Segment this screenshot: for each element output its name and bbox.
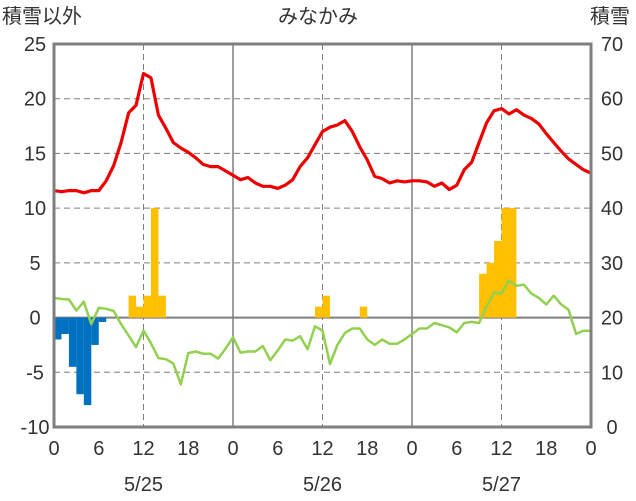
series-2-bar <box>61 317 69 334</box>
y-left-tick-label: 0 <box>29 308 40 330</box>
series-1-bar <box>494 240 502 318</box>
series-3-line <box>52 279 593 386</box>
date-label: 5/25 <box>124 474 163 496</box>
date-label: 5/27 <box>482 474 521 496</box>
y-right-tick-label: 20 <box>601 308 623 330</box>
x-tick-label: 12 <box>490 438 512 460</box>
series-2-bar <box>98 317 107 322</box>
x-tick-label: 6 <box>451 438 462 460</box>
bars-layer <box>54 208 517 406</box>
y-left-tick-label: -10 <box>21 417 50 439</box>
series-1-bar <box>359 306 368 318</box>
x-tick-label: 12 <box>132 438 154 460</box>
series-1-bar <box>150 208 159 318</box>
y-right-tick-label: 70 <box>601 34 623 56</box>
y-left-tick-label: 10 <box>24 198 46 220</box>
series-2-bar <box>83 317 92 406</box>
series-1-bar <box>486 262 495 318</box>
series-1-bar <box>501 208 509 318</box>
y-right-tick-label: 10 <box>601 362 623 384</box>
series-1-bar <box>136 306 144 318</box>
y-right-tick-label: 50 <box>601 143 623 165</box>
x-tick-label: 0 <box>585 438 596 460</box>
series-1-bar <box>508 208 517 318</box>
lines-layer <box>52 71 593 386</box>
y-right-tick-label: 0 <box>606 417 617 439</box>
y-left-tick-label: -5 <box>26 362 44 384</box>
series-2-bar <box>54 317 62 340</box>
y-left-tick-label: 20 <box>24 89 46 111</box>
series-2-bar <box>68 317 77 367</box>
x-tick-label: 18 <box>535 438 557 460</box>
series-2-bar <box>76 317 84 395</box>
series-2-bar <box>91 317 99 345</box>
x-tick-label: 6 <box>93 438 104 460</box>
y-left-tick-label: 5 <box>29 253 40 275</box>
x-tick-label: 6 <box>272 438 283 460</box>
x-tick-label: 12 <box>311 438 333 460</box>
y-right-tick-label: 60 <box>601 89 623 111</box>
date-label: 5/26 <box>303 474 342 496</box>
y-left-tick-label: 25 <box>24 34 46 56</box>
x-tick-label: 18 <box>177 438 199 460</box>
series-1-bar <box>479 273 487 318</box>
series-1-bar <box>143 295 151 318</box>
series-1-bar <box>128 295 137 318</box>
series-1-bar <box>158 295 166 318</box>
x-tick-label: 18 <box>356 438 378 460</box>
series-1-bar <box>315 306 323 318</box>
series-1-bar <box>322 295 330 318</box>
x-tick-label: 0 <box>406 438 417 460</box>
chart-title: みなかみ <box>278 6 358 28</box>
x-tick-label: 0 <box>48 438 59 460</box>
plot-frame <box>52 42 593 429</box>
x-tick-label: 0 <box>227 438 238 460</box>
y-right-tick-label: 30 <box>601 253 623 275</box>
y-right-tick-label: 40 <box>601 198 623 220</box>
right-axis-label: 積雪 <box>590 5 630 28</box>
series-0-line <box>52 71 593 195</box>
y-left-tick-label: 15 <box>24 143 46 165</box>
left-axis-label: 積雪以外 <box>2 5 82 28</box>
